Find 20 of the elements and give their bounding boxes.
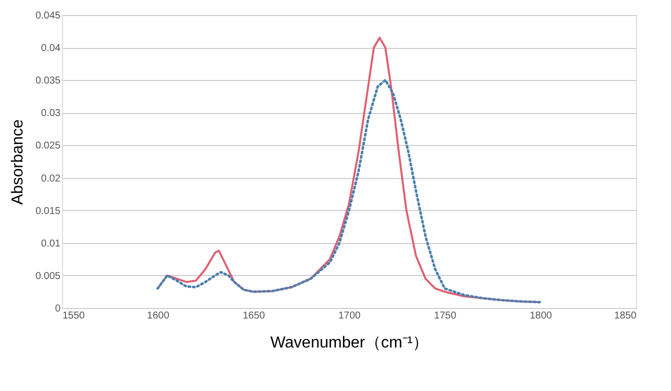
y-axis-title: Absorbance xyxy=(9,119,26,205)
y-tick-label: 0.015 xyxy=(35,206,61,217)
y-tick-label: 0.01 xyxy=(41,238,61,250)
y-tick-label: 0.025 xyxy=(35,140,61,152)
x-tick-label: 1600 xyxy=(147,310,170,322)
y-tick-label: 0 xyxy=(54,304,61,314)
y-tick-label: 0.045 xyxy=(35,10,61,22)
x-tick-label: 1550 xyxy=(62,310,86,322)
x-tick-label: 1800 xyxy=(530,310,552,322)
x-tick-label: 1700 xyxy=(338,310,362,322)
y-tick-label: 0.04 xyxy=(41,43,61,54)
y-tick-label: 0.005 xyxy=(35,270,61,282)
y-tick-label: 0.03 xyxy=(41,108,61,120)
y-tick-label: 0.02 xyxy=(41,173,61,184)
x-axis-title: Wavenumber（cm⁻¹） xyxy=(270,334,429,352)
x-tick-label: 1650 xyxy=(242,310,266,322)
x-tick-label: 1850 xyxy=(614,310,637,322)
x-tick-label: 1750 xyxy=(434,310,457,322)
line-series xyxy=(156,78,542,304)
y-tick-label: 0.035 xyxy=(35,76,61,87)
